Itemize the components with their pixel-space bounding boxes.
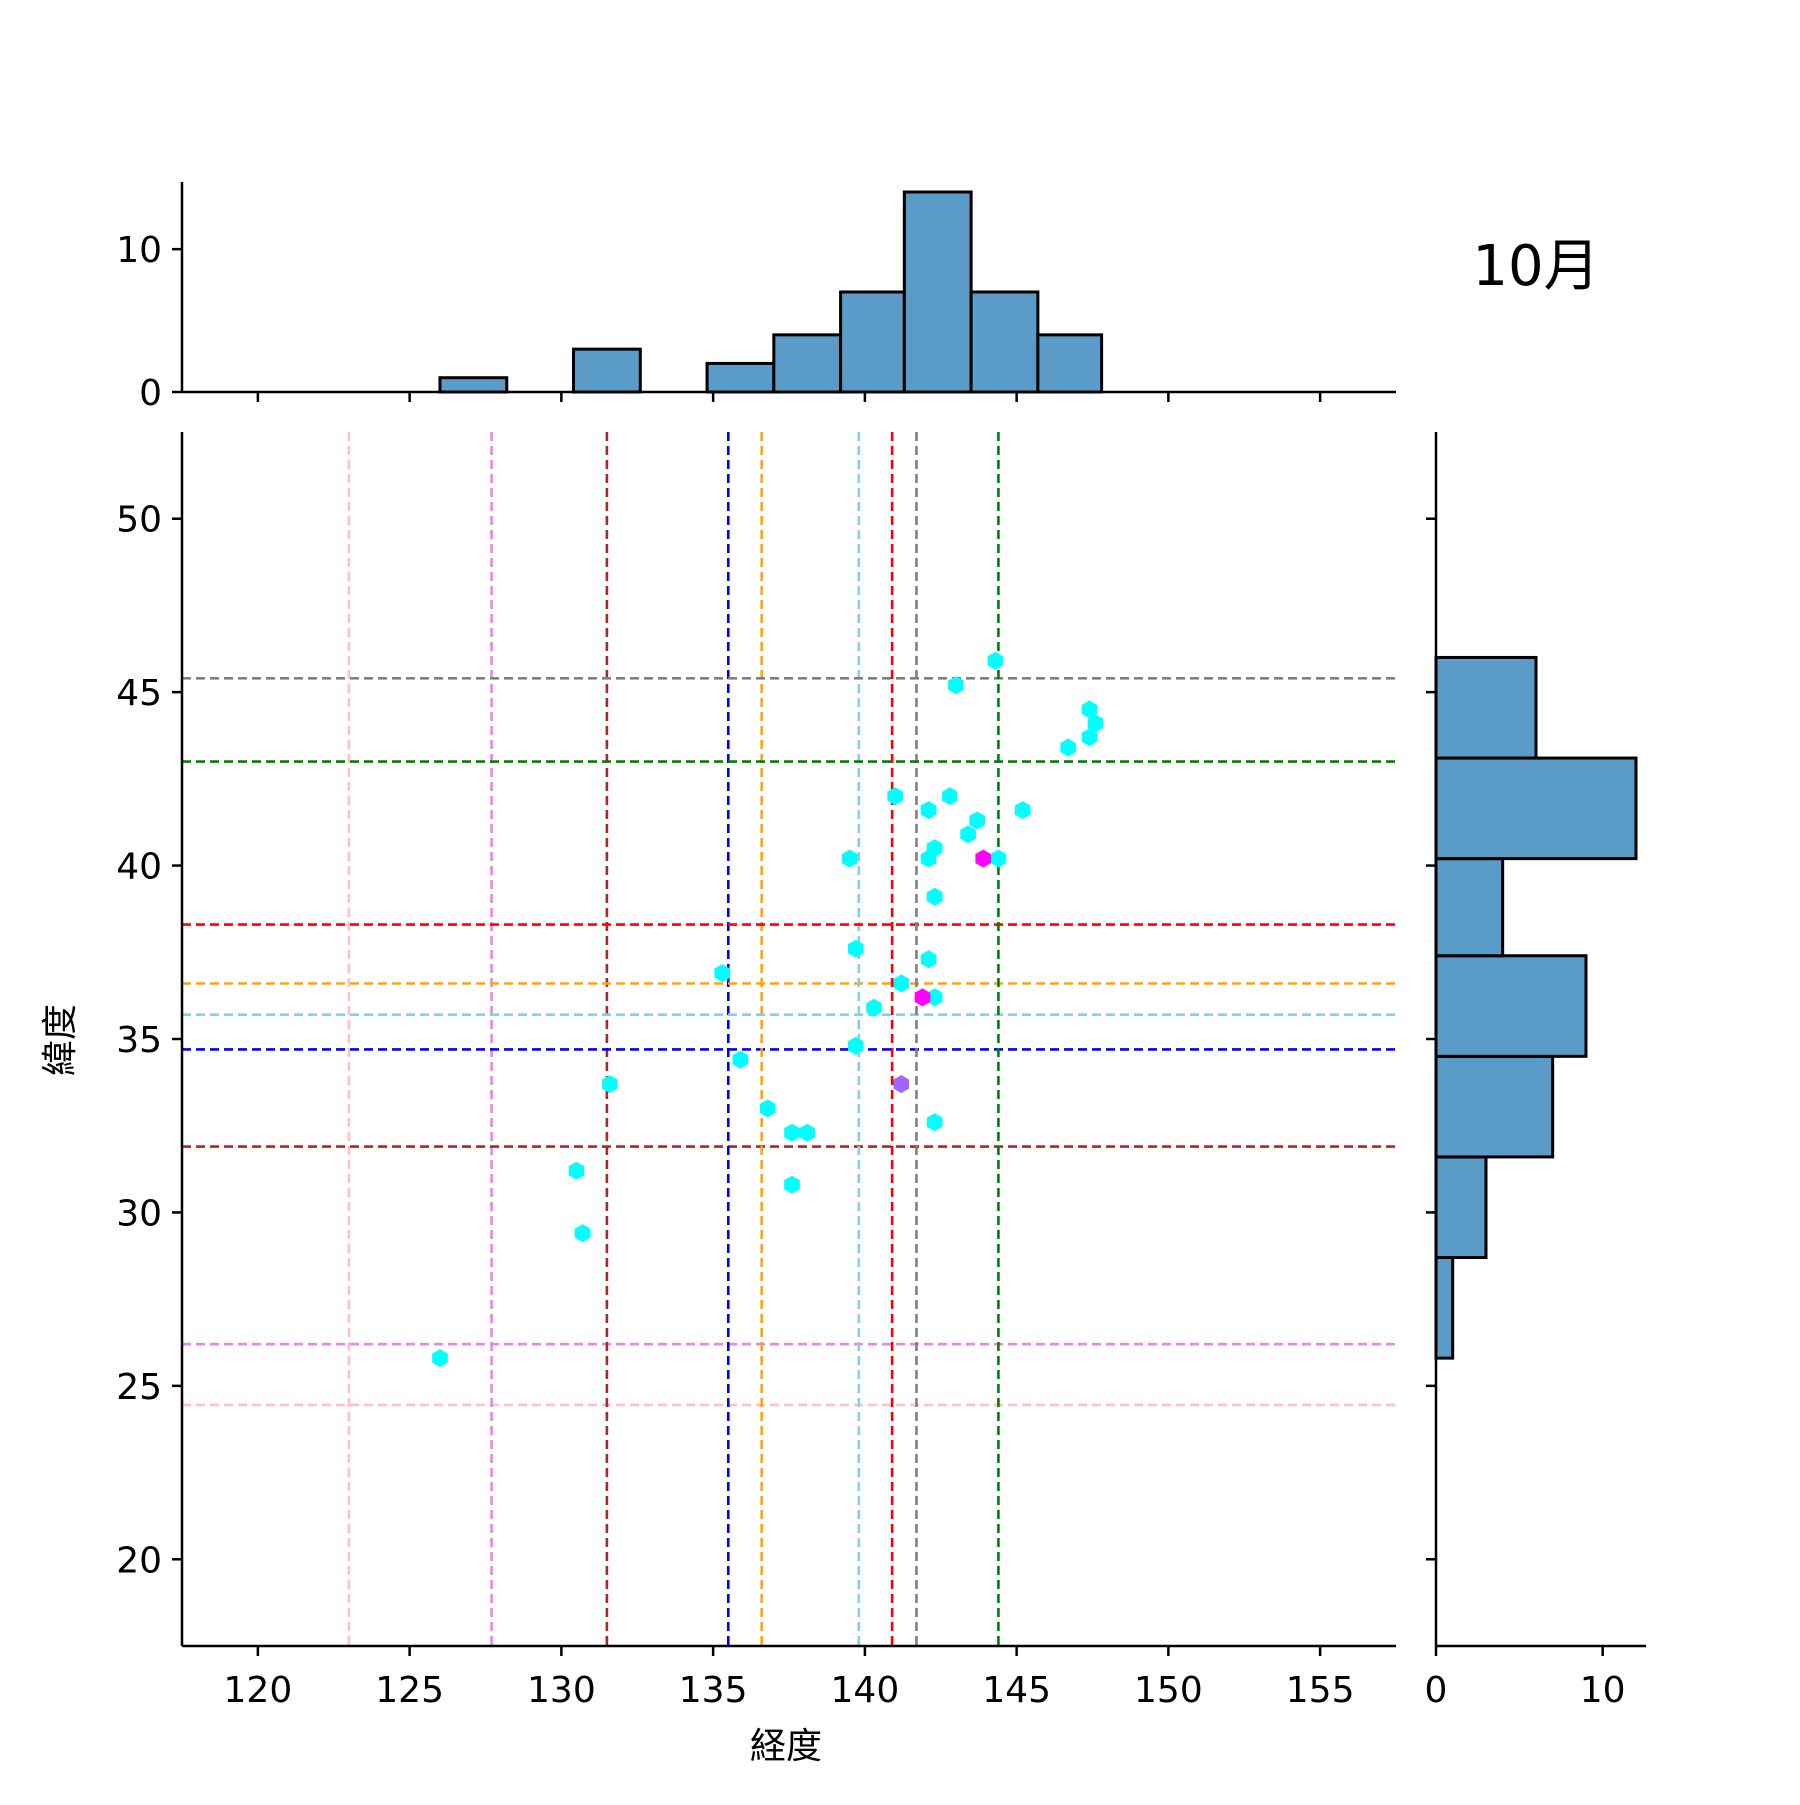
y-tick-label: 20 [116, 1540, 162, 1581]
x-tick-label: 155 [1286, 1670, 1355, 1711]
x-histogram-bar [969, 290, 1040, 394]
scatter-point [799, 1123, 815, 1142]
scatter-point [732, 1050, 749, 1069]
scatter-point [942, 787, 958, 806]
x-histogram-bar [705, 361, 776, 394]
right-histogram: 0 10 [1425, 432, 1646, 1711]
highlighted-point [914, 988, 931, 1007]
y-tick-label: 40 [116, 847, 162, 888]
top-hist-ytick-label: 0 [139, 373, 162, 414]
x-tick-label: 120 [224, 1670, 293, 1711]
scatter-point [887, 787, 903, 806]
scatter-point [987, 651, 1004, 670]
scatter-point [848, 1036, 864, 1055]
scatter-point [920, 801, 937, 820]
top-histogram: 0 10 [116, 182, 1396, 414]
y-histogram-bar [1434, 1256, 1455, 1360]
y-histogram-bar [1434, 756, 1638, 861]
y-histogram-bar [1434, 954, 1588, 1058]
highlighted-point [893, 1075, 910, 1094]
scatter-point [926, 1113, 943, 1132]
scatter-point [969, 811, 985, 830]
scatter-point [990, 849, 1007, 868]
scatter-point [926, 988, 943, 1007]
x-histogram-bar [438, 376, 509, 394]
x-histogram-bar [572, 347, 642, 394]
scatter-point [1014, 801, 1031, 820]
scatter-point [926, 887, 943, 906]
y-tick-label: 30 [116, 1193, 162, 1234]
x-tick-label: 145 [982, 1670, 1051, 1711]
y-tick-label: 45 [116, 673, 162, 714]
scatter-point [1087, 714, 1104, 733]
y-histogram-bar [1434, 857, 1505, 958]
x-tick-label: 125 [375, 1670, 444, 1711]
y-tick-label: 25 [116, 1367, 162, 1408]
x-tick-label: 135 [679, 1670, 748, 1711]
y-tick-label: 35 [116, 1020, 162, 1061]
month-annotation: 10月 [1472, 234, 1599, 299]
scatter-point [920, 950, 937, 969]
y-tick-label: 50 [116, 500, 162, 541]
scatter-point [760, 1099, 776, 1118]
scatter-point [714, 964, 730, 983]
scatter-point [920, 849, 937, 868]
highlighted-point [975, 849, 991, 868]
y-histogram-bar [1434, 1155, 1488, 1260]
x-tick-label: 140 [831, 1670, 900, 1711]
x-axis-label: 経度 [750, 1726, 822, 1767]
y-axis-label: 緯度 [40, 1004, 81, 1076]
scatter-point [948, 676, 964, 695]
y-histogram-bar [1434, 655, 1538, 760]
scatter-point [893, 974, 910, 993]
scatter-point [841, 849, 858, 868]
top-hist-ytick-label: 10 [116, 230, 162, 271]
y-histogram-bar [1434, 1054, 1555, 1159]
scatter-point [848, 939, 864, 958]
x-histogram-bar [1036, 333, 1104, 394]
scatter-point [574, 1224, 591, 1243]
scatter-point [784, 1123, 800, 1142]
x-histogram-bar [839, 290, 906, 394]
reference-lines [182, 432, 1396, 1646]
scatter-point [602, 1075, 618, 1094]
x-histogram-bar [902, 190, 973, 394]
right-hist-xtick-label: 10 [1580, 1670, 1626, 1711]
scatter-point [568, 1161, 585, 1180]
scatter-point [866, 998, 882, 1017]
scatter-point [1081, 700, 1098, 719]
scatter-point [784, 1175, 800, 1194]
right-hist-xtick-label: 0 [1425, 1670, 1448, 1711]
x-tick-label: 150 [1134, 1670, 1203, 1711]
scatter-point [432, 1349, 448, 1368]
x-tick-label: 130 [527, 1670, 596, 1711]
scatter-point [1081, 728, 1098, 747]
scatter-points [432, 651, 1104, 1368]
scatter-point [1060, 738, 1076, 757]
x-histogram-bar [772, 333, 843, 394]
scatter-point [960, 825, 976, 844]
axes: 120 125 130 135 140 145 150 155 20 25 30 35 40 45 50 [116, 432, 1396, 1711]
